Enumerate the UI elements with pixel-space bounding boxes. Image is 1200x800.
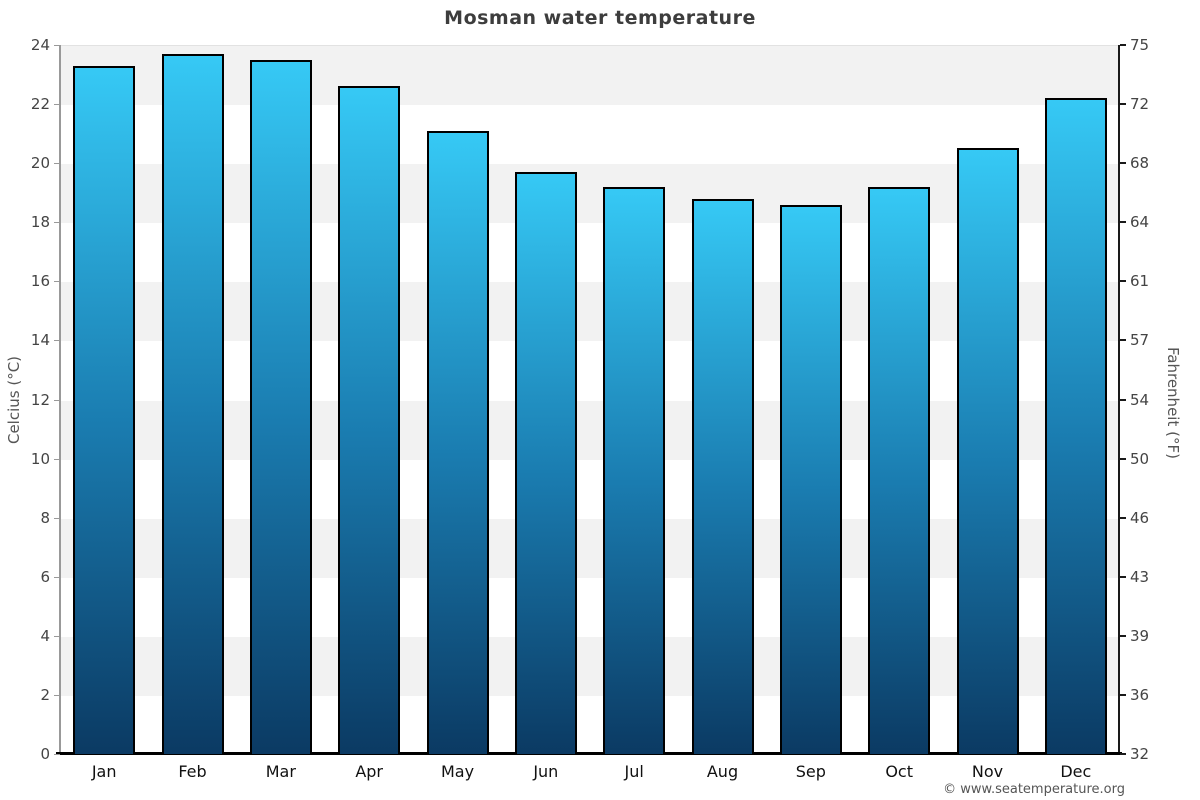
grid-band <box>60 282 1120 342</box>
y-axis-label-fahrenheit: Fahrenheit (°F) <box>1164 347 1182 459</box>
fahrenheit-tick-mark <box>1120 457 1126 460</box>
grid-band <box>60 46 1120 106</box>
fahrenheit-tick-mark <box>1120 753 1126 755</box>
celsius-tick-label: 8 <box>40 508 50 527</box>
grid-band <box>60 695 1120 755</box>
grid-band <box>60 164 1120 224</box>
celsius-tick-label: 0 <box>40 745 50 763</box>
fahrenheit-tick-mark <box>1120 693 1126 696</box>
fahrenheit-tick-label: 46 <box>1130 508 1150 527</box>
grid-band <box>60 105 1120 165</box>
temperature-bar <box>1044 98 1107 754</box>
celsius-tick-label: 4 <box>40 626 50 645</box>
month-label: Oct <box>885 762 913 781</box>
temperature-bar <box>161 53 224 754</box>
chart-title: Mosman water temperature <box>444 7 756 29</box>
grid-band <box>60 518 1120 578</box>
celsius-tick-mark <box>54 45 60 46</box>
fahrenheit-tick-mark <box>1120 162 1126 165</box>
fahrenheit-tick-label: 50 <box>1130 449 1150 468</box>
celsius-tick-mark <box>54 340 60 342</box>
plot-area <box>60 45 1120 755</box>
fahrenheit-tick-label: 36 <box>1130 685 1150 704</box>
month-label: Nov <box>971 762 1004 781</box>
celsius-tick-label: 10 <box>30 449 50 468</box>
grid-band <box>60 400 1120 460</box>
fahrenheit-tick-mark <box>1120 634 1126 637</box>
fahrenheit-tick-mark <box>1120 398 1126 401</box>
celsius-tick-label: 24 <box>30 36 50 54</box>
grid-band <box>60 223 1120 283</box>
copyright-text: © www.seatemperature.org <box>943 782 1125 797</box>
month-label: Mar <box>265 762 296 781</box>
celsius-tick-label: 16 <box>30 272 50 291</box>
temperature-bar <box>73 65 136 754</box>
fahrenheit-tick-label: 43 <box>1130 567 1150 586</box>
celsius-tick-label: 6 <box>40 567 50 586</box>
fahrenheit-tick-mark <box>1120 280 1126 283</box>
temperature-bar <box>868 186 931 754</box>
fahrenheit-tick-mark <box>1120 221 1126 224</box>
month-label: Sep <box>795 762 826 781</box>
fahrenheit-tick-mark <box>1120 103 1126 106</box>
temperature-bar <box>249 59 312 754</box>
grid-band <box>60 341 1120 401</box>
month-label: Aug <box>706 762 739 781</box>
fahrenheit-tick-mark <box>1120 44 1126 46</box>
fahrenheit-tick-mark <box>1120 575 1126 578</box>
celsius-tick-mark <box>54 694 60 696</box>
x-axis-baseline <box>56 752 1122 755</box>
celsius-tick-mark <box>54 517 60 519</box>
month-label: Jan <box>91 762 117 781</box>
y-axis-left-line <box>59 45 61 754</box>
fahrenheit-tick-label: 61 <box>1130 272 1150 291</box>
celsius-tick-mark <box>54 458 60 460</box>
celsius-tick-label: 12 <box>30 390 50 409</box>
celsius-tick-mark <box>54 104 60 106</box>
fahrenheit-tick-label: 39 <box>1130 626 1150 645</box>
celsius-tick-mark <box>54 281 60 283</box>
month-label: Jun <box>533 762 559 781</box>
fahrenheit-tick-mark <box>1120 516 1126 519</box>
temperature-bar <box>514 172 577 754</box>
y-axis-label-celsius: Celcius (°C) <box>5 355 23 445</box>
celsius-tick-mark <box>54 399 60 401</box>
month-label: Dec <box>1060 762 1092 781</box>
celsius-tick-mark <box>54 222 60 224</box>
month-label: Feb <box>178 762 207 781</box>
fahrenheit-tick-label: 54 <box>1130 390 1150 409</box>
celsius-tick-label: 20 <box>30 154 50 173</box>
temperature-bar <box>603 186 666 754</box>
grid-band <box>60 577 1120 637</box>
fahrenheit-tick-mark <box>1120 339 1126 342</box>
fahrenheit-tick-label: 68 <box>1130 154 1150 173</box>
fahrenheit-tick-label: 57 <box>1130 331 1150 350</box>
grid-band <box>60 459 1120 519</box>
y-axis-right-line <box>1118 45 1120 754</box>
celsius-tick-mark <box>54 635 60 637</box>
celsius-tick-label: 18 <box>30 213 50 232</box>
month-label: Apr <box>355 762 383 781</box>
fahrenheit-tick-label: 64 <box>1130 213 1150 232</box>
fahrenheit-tick-label: 75 <box>1130 36 1150 54</box>
month-label: Jul <box>624 762 644 781</box>
fahrenheit-tick-label: 32 <box>1130 745 1150 763</box>
celsius-tick-mark <box>54 754 60 755</box>
temperature-bar <box>426 130 489 754</box>
month-label: May <box>440 762 475 781</box>
celsius-tick-label: 14 <box>30 331 50 350</box>
temperature-bar <box>779 204 842 754</box>
celsius-tick-mark <box>54 576 60 578</box>
temperature-bar <box>956 148 1019 754</box>
fahrenheit-tick-label: 72 <box>1130 95 1150 114</box>
celsius-tick-label: 22 <box>30 95 50 114</box>
celsius-tick-mark <box>54 163 60 165</box>
celsius-tick-label: 2 <box>40 685 50 704</box>
temperature-bar <box>691 198 754 754</box>
grid-band <box>60 636 1120 696</box>
temperature-bar <box>338 86 401 754</box>
